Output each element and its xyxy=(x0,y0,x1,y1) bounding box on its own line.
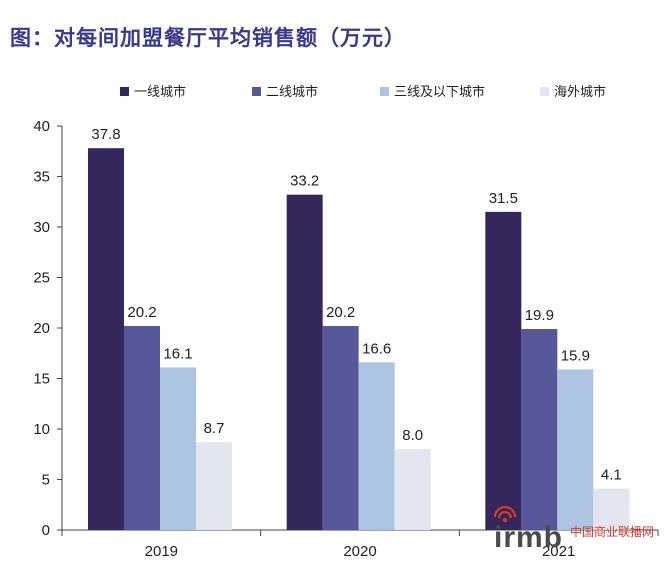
signal-icon xyxy=(493,505,517,523)
legend-label: 二线城市 xyxy=(266,84,318,100)
bar xyxy=(160,367,196,530)
y-tick-label: 15 xyxy=(33,371,50,388)
y-tick-label: 35 xyxy=(33,169,50,186)
data-label: 8.7 xyxy=(204,420,225,437)
legend: 一线城市 二线城市 三线及以下城市 海外城市 xyxy=(120,84,606,100)
legend-label: 一线城市 xyxy=(134,84,186,100)
legend-label: 海外城市 xyxy=(554,84,606,100)
legend-swatch xyxy=(252,87,261,96)
data-labels: 37.8 20.2 16.1 8.7 33.2 20.2 16.6 8.0 31.5 19.9 15… xyxy=(91,126,621,483)
watermark-site: 中国商业联播网 xyxy=(570,525,655,539)
data-label: 33.2 xyxy=(290,173,319,190)
bars xyxy=(88,148,630,530)
bar xyxy=(88,148,124,530)
data-label: 15.9 xyxy=(561,347,590,364)
x-tick-label: 2019 xyxy=(145,543,178,560)
data-label: 16.1 xyxy=(163,345,192,362)
bar xyxy=(485,211,522,530)
data-label: 8.0 xyxy=(402,427,423,444)
y-tick-label: 20 xyxy=(33,320,50,337)
bar xyxy=(124,325,160,530)
y-tick-label: 25 xyxy=(33,270,50,287)
watermark-brand: irmb xyxy=(494,521,564,554)
data-label: 20.2 xyxy=(127,304,156,321)
y-tick-label: 10 xyxy=(33,421,50,438)
watermark: irmb 中国商业联播网 xyxy=(488,505,670,563)
y-tick-label: 40 xyxy=(33,118,50,135)
x-tick-label: 2021 xyxy=(542,543,575,560)
bar xyxy=(358,362,395,530)
legend-swatch xyxy=(120,87,129,96)
data-label: 19.9 xyxy=(525,307,554,324)
y-tick-label: 5 xyxy=(42,472,50,489)
y-tick-label: 30 xyxy=(33,219,50,236)
y-tick-label: 0 xyxy=(42,522,50,539)
bar xyxy=(557,369,594,530)
bar xyxy=(593,488,630,530)
bar xyxy=(286,194,323,530)
bar xyxy=(394,449,431,530)
bar xyxy=(322,325,359,530)
legend-swatch xyxy=(540,87,549,96)
data-label: 37.8 xyxy=(91,126,120,143)
data-label: 4.1 xyxy=(601,467,622,484)
chart-title: 图：对每间加盟餐厅平均销售额（万元） xyxy=(10,26,406,50)
data-label: 16.6 xyxy=(362,340,391,357)
data-label: 31.5 xyxy=(489,190,518,207)
bar xyxy=(196,442,232,530)
legend-label: 三线及以下城市 xyxy=(394,84,485,100)
x-tick-label: 2020 xyxy=(343,543,376,560)
legend-swatch xyxy=(380,87,389,96)
bar xyxy=(521,329,558,530)
data-label: 20.2 xyxy=(326,304,355,321)
